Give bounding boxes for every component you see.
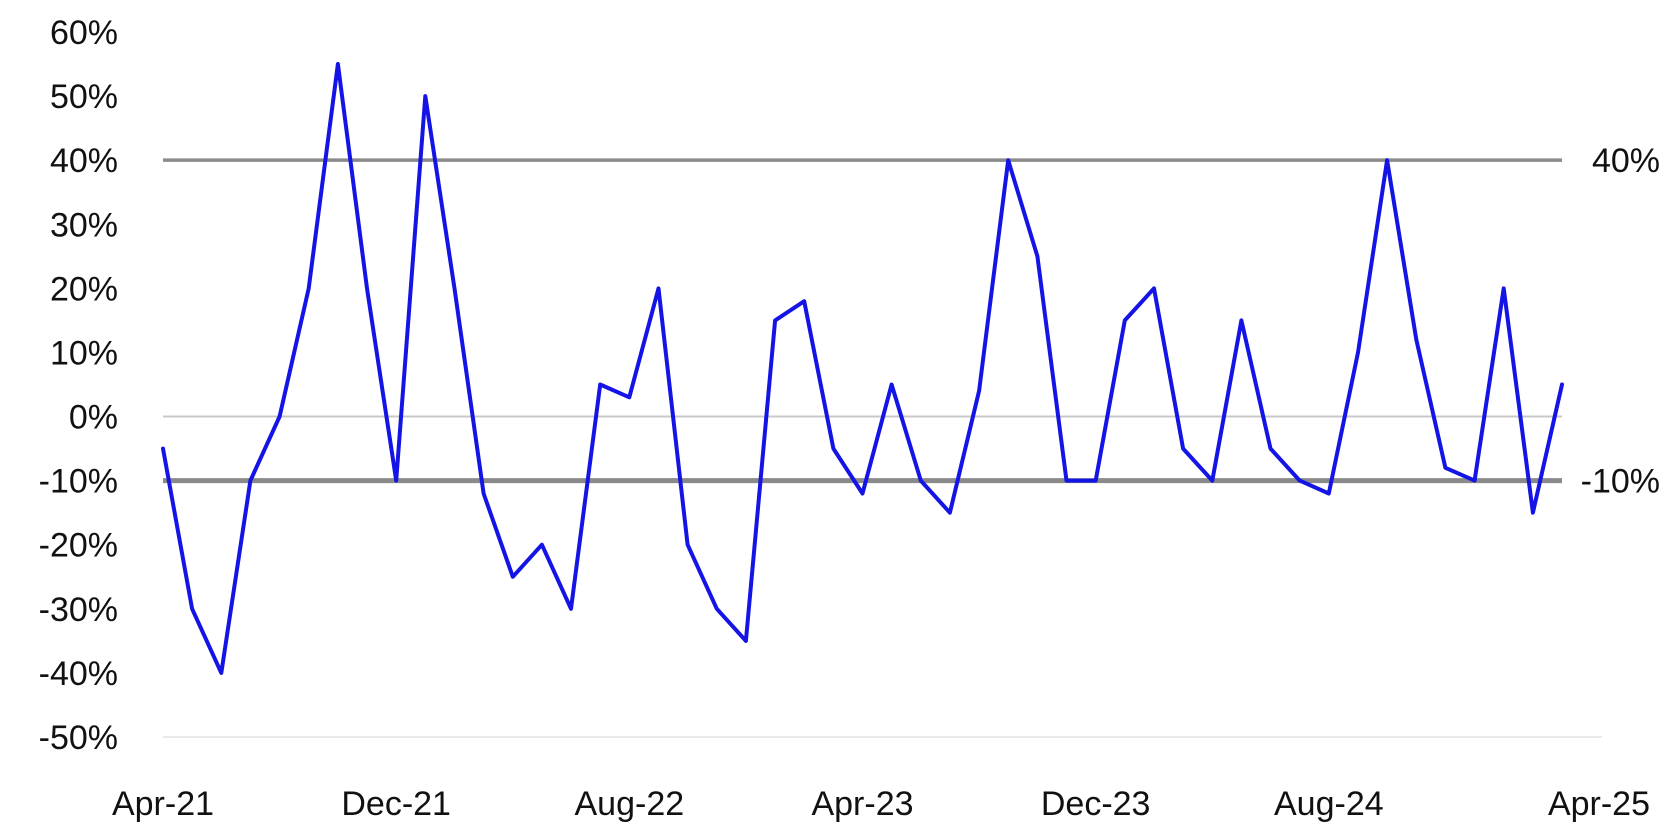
series-layer (161, 62, 1564, 675)
x-tick-label: Apr-23 (811, 785, 913, 823)
y-tick-label: 50% (50, 78, 118, 116)
x-tick-label: Aug-24 (1274, 785, 1384, 823)
x-tick-label: Apr-25 (1548, 785, 1650, 823)
y-tick-label: 10% (50, 334, 118, 372)
y-axis-ticks: 60% 50% 40% 30% 20% 10% 0% -10% -20% -30% -40% -50% (39, 14, 118, 757)
reference-line-label: -10% (1581, 463, 1660, 501)
y-tick-label: -30% (39, 591, 118, 629)
x-tick-label: Apr-21 (112, 785, 214, 823)
y-tick-label: 0% (69, 399, 118, 437)
reference-line-labels: 40% -10% (1581, 142, 1660, 500)
y-tick-label: -10% (39, 463, 118, 501)
y-tick-label: 30% (50, 206, 118, 244)
y-tick-label: 40% (50, 142, 118, 180)
x-tick-label: Dec-23 (1041, 785, 1151, 823)
reference-line-label: 40% (1592, 142, 1660, 180)
y-tick-label: 20% (50, 270, 118, 308)
x-tick-label: Dec-21 (341, 785, 451, 823)
y-tick-label: 60% (50, 14, 118, 52)
y-tick-label: -40% (39, 655, 118, 693)
x-tick-label: Aug-22 (575, 785, 685, 823)
series-line (161, 62, 1564, 675)
x-axis-ticks: Apr-21 Dec-21 Aug-22 Apr-23 Dec-23 Aug-24 Apr-… (112, 785, 1650, 823)
y-tick-label: -20% (39, 527, 118, 565)
y-tick-label: -50% (39, 719, 118, 757)
